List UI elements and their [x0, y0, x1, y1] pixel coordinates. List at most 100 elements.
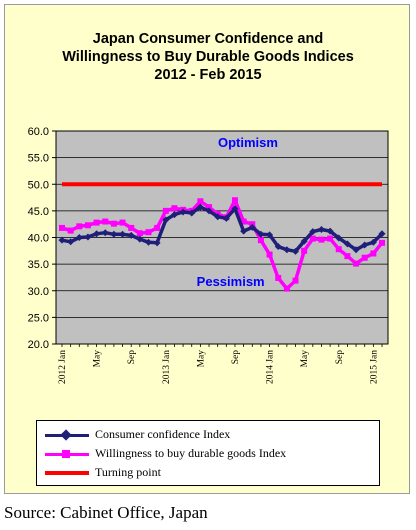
y-tick-label: 40.0 — [28, 233, 49, 245]
data-point-consumer-confidence — [335, 234, 343, 242]
legend-item-turning-point: Turning point — [45, 464, 375, 482]
data-point-willingness — [379, 239, 385, 246]
data-point-consumer-confidence — [170, 211, 178, 219]
data-point-willingness — [370, 250, 377, 257]
data-point-consumer-confidence — [369, 238, 377, 246]
data-point-consumer-confidence — [352, 246, 360, 254]
data-point-willingness — [67, 227, 74, 234]
data-point-consumer-confidence — [179, 208, 187, 216]
x-axis-tick-labels: 2012 Jan May Sep 2013 Jan May Sep 2014 Jan May S… — [58, 350, 379, 384]
data-point-consumer-confidence — [136, 235, 144, 243]
data-point-willingness — [309, 235, 316, 242]
data-point-willingness — [145, 229, 152, 236]
data-point-consumer-confidence — [317, 226, 325, 234]
data-point-consumer-confidence — [153, 239, 161, 247]
x-tick-label: Sep — [127, 350, 137, 365]
legend-item-consumer-confidence: Consumer confidence Index — [45, 426, 375, 444]
data-point-willingness — [110, 220, 117, 227]
data-point-willingness — [102, 218, 109, 225]
data-point-consumer-confidence — [93, 230, 101, 238]
data-point-consumer-confidence — [231, 205, 239, 213]
data-point-willingness — [318, 236, 325, 243]
data-point-willingness — [335, 246, 342, 253]
data-point-consumer-confidence — [144, 238, 152, 246]
y-tick-label: 45.0 — [28, 206, 49, 218]
data-point-consumer-confidence — [274, 243, 282, 251]
data-point-consumer-confidence — [343, 240, 351, 248]
data-point-willingness — [59, 224, 65, 231]
chart-annotations: Optimism Pessimism — [197, 135, 278, 289]
chart-legend: Consumer confidence Index Willingness to… — [36, 420, 380, 486]
data-point-willingness — [119, 219, 126, 226]
x-tick-label: 2015 Jan — [369, 350, 379, 384]
chart-title-line-1: Japan Consumer Confidence and — [92, 31, 324, 47]
data-point-consumer-confidence — [75, 234, 83, 241]
legend-label-willingness: Willingness to buy durable goods Index — [95, 446, 287, 460]
data-point-willingness — [171, 205, 178, 212]
data-point-consumer-confidence — [361, 241, 369, 249]
annotation-pessimism: Pessimism — [197, 274, 265, 289]
y-tick-label: 50.0 — [28, 179, 49, 191]
x-tick-label: Sep — [335, 350, 345, 365]
data-point-willingness — [197, 198, 204, 205]
data-point-willingness — [266, 251, 273, 258]
data-point-consumer-confidence — [283, 246, 291, 254]
data-point-willingness — [275, 274, 282, 281]
data-point-consumer-confidence — [266, 231, 274, 239]
data-point-consumer-confidence — [257, 230, 265, 238]
data-point-willingness — [353, 260, 360, 267]
x-tick-label: May — [93, 350, 103, 368]
y-tick-label: 20.0 — [28, 339, 49, 351]
data-point-consumer-confidence — [326, 227, 334, 235]
chart-title-line-3: 2012 - Feb 2015 — [154, 67, 262, 83]
data-point-willingness — [206, 204, 213, 211]
annotation-optimism: Optimism — [218, 135, 278, 150]
data-point-consumer-confidence — [248, 223, 256, 231]
x-tick-label: 2013 Jan — [162, 350, 172, 384]
data-point-willingness — [231, 197, 238, 204]
data-point-willingness — [327, 235, 334, 242]
x-tick-label: Sep — [231, 350, 241, 365]
data-point-willingness — [344, 253, 351, 260]
data-point-consumer-confidence — [196, 203, 204, 211]
data-point-consumer-confidence — [309, 228, 317, 236]
legend-item-willingness: Willingness to buy durable goods Index — [45, 445, 375, 463]
legend-label-turning-point: Turning point — [95, 465, 161, 479]
data-point-consumer-confidence — [127, 231, 135, 239]
legend-label-consumer-confidence: Consumer confidence Index — [95, 427, 231, 441]
data-point-consumer-confidence — [300, 237, 308, 245]
data-point-consumer-confidence — [84, 233, 92, 241]
data-point-willingness — [76, 223, 83, 230]
y-tick-label: 35.0 — [28, 259, 49, 271]
data-point-willingness — [301, 247, 308, 254]
data-point-willingness — [154, 224, 161, 231]
data-point-consumer-confidence — [240, 227, 248, 235]
data-point-consumer-confidence — [110, 230, 118, 238]
data-point-willingness — [136, 230, 143, 237]
data-point-willingness — [240, 218, 247, 225]
chart-title-line-2: Willingness to Buy Durable Goods Indices — [62, 49, 354, 65]
chart-plot: 60.0 55.0 50.0 45.0 40.0 35.0 30.0 25.0 20.0 201… — [28, 126, 389, 384]
data-point-consumer-confidence — [222, 214, 230, 222]
data-series — [58, 182, 386, 292]
square-marker-icon — [62, 450, 70, 458]
data-point-consumer-confidence — [119, 230, 127, 238]
data-point-consumer-confidence — [67, 238, 75, 246]
y-tick-label: 25.0 — [28, 312, 49, 324]
data-point-consumer-confidence — [58, 236, 66, 244]
y-tick-label: 30.0 — [28, 286, 49, 298]
data-point-willingness — [283, 285, 290, 292]
data-point-willingness — [162, 207, 169, 214]
legend-line-turning-point — [45, 471, 89, 475]
x-tick-label: 2012 Jan — [58, 350, 68, 384]
data-point-willingness — [361, 254, 368, 261]
x-tick-label: May — [196, 350, 206, 368]
data-point-consumer-confidence — [101, 229, 109, 237]
y-tick-label: 60.0 — [28, 126, 49, 138]
data-point-consumer-confidence — [162, 216, 170, 224]
data-point-consumer-confidence — [214, 213, 222, 221]
data-point-consumer-confidence — [188, 209, 196, 217]
data-point-consumer-confidence — [378, 230, 386, 238]
data-point-willingness — [93, 219, 100, 226]
data-point-willingness — [84, 222, 91, 229]
